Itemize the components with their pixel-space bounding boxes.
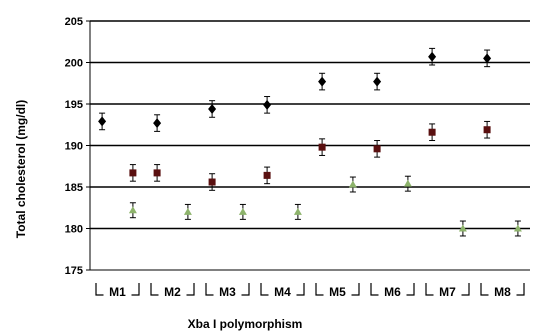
series3-M6-point [403, 179, 412, 187]
series3-M3-point [238, 207, 247, 215]
series3-M1-point [128, 206, 137, 214]
series3-M8-point [513, 224, 522, 232]
series2-M1-point [129, 169, 137, 177]
y-axis-title: Total cholesterol (mg/dl) [14, 100, 28, 238]
group-bracket-M3 [205, 283, 250, 296]
y-tick-label-175: 175 [65, 265, 83, 277]
axes [86, 20, 91, 271]
series1-M8-point [483, 53, 492, 64]
series1-M3-point [208, 103, 217, 114]
series2-M2-point [153, 169, 161, 177]
y-tick-label-200: 200 [65, 58, 83, 70]
group-bracket-M8 [480, 283, 525, 296]
group-label-M1: M1 [109, 285, 126, 299]
data-points [98, 47, 522, 237]
x-group-labels: M1 M2 M3 M4 M5 M6 M7 M8 [95, 283, 525, 299]
series3-M5-point [348, 180, 357, 188]
y-tick-label-190: 190 [65, 141, 83, 153]
series2-M7-point [428, 128, 436, 136]
y-tick-label-185: 185 [65, 182, 83, 194]
gridlines [90, 20, 530, 271]
group-label-M3: M3 [219, 285, 236, 299]
series2-M3-point [208, 178, 216, 186]
series2-M5-point [318, 143, 326, 151]
y-tick-label-205: 205 [65, 16, 83, 28]
y-tick-labels: 175 180 185 190 195 200 205 [65, 16, 83, 277]
group-label-M5: M5 [329, 285, 346, 299]
series3-M7-point [458, 224, 467, 232]
group-bracket-M6 [370, 283, 415, 296]
series2-M4-point [263, 171, 271, 179]
series3-M4-point [293, 207, 302, 215]
x-axis-title: Xba I polymorphism [188, 317, 303, 331]
series1-M6-point [373, 76, 382, 87]
series2-M6-point [373, 145, 381, 153]
group-bracket-M5 [315, 283, 360, 296]
y-tick-label-180: 180 [65, 224, 83, 236]
group-bracket-M7 [425, 283, 470, 296]
y-tick-label-195: 195 [65, 99, 83, 111]
series1-M1-point [98, 116, 107, 127]
group-label-M6: M6 [384, 285, 401, 299]
group-bracket-M4 [260, 283, 305, 296]
series2-M8-point [483, 126, 491, 134]
series1-M2-point [153, 118, 162, 129]
group-bracket-M1 [95, 283, 140, 296]
group-label-M4: M4 [274, 285, 291, 299]
series1-M4-point [263, 99, 272, 110]
series1-M5-point [318, 76, 327, 87]
group-bracket-M2 [150, 283, 195, 296]
series1-M7-point [428, 51, 437, 62]
group-label-M8: M8 [494, 285, 511, 299]
group-label-M7: M7 [439, 285, 456, 299]
group-label-M2: M2 [164, 285, 181, 299]
series3-M2-point [183, 207, 192, 215]
